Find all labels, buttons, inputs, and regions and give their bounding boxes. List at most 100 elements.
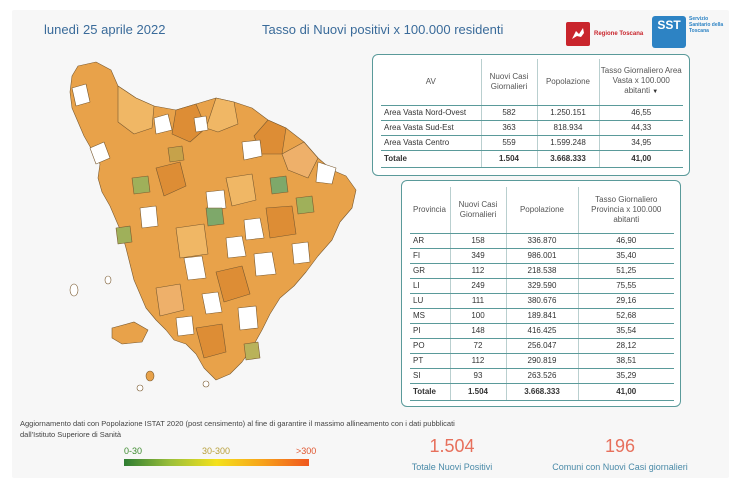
total-population: 3.668.333: [536, 150, 599, 168]
color-legend: 0-30 30-300 >300: [124, 446, 320, 466]
col-popolazione[interactable]: Popolazione: [505, 187, 578, 234]
table-row: MS 100 189.841 52,68: [410, 308, 674, 324]
col-popolazione[interactable]: Popolazione: [536, 59, 599, 106]
av-name: Area Vasta Sud-Est: [381, 120, 481, 136]
col-tasso[interactable]: Tasso Giornaliero Area Vasta x 100.000 a…: [598, 59, 683, 106]
legend-label-high: >300: [296, 446, 317, 456]
table-row: SI 93 263.526 35,29: [410, 368, 674, 384]
kpi-comuni-new-cases: 196 Comuni con Nuovi Casi giornalieri: [540, 436, 700, 472]
pegasus-icon: [566, 22, 590, 46]
province-population: 290.819: [505, 353, 578, 369]
av-cases: 363: [480, 120, 537, 136]
sst-logo: SST Servizio Sanitario della Toscana: [652, 16, 725, 48]
kpi-label: Totale Nuovi Positivi: [411, 462, 493, 472]
province-cases: 112: [449, 353, 506, 369]
av-cases: 582: [480, 105, 537, 121]
col-provincia[interactable]: Provincia: [410, 187, 450, 234]
province-population: 189.841: [505, 308, 578, 324]
table-row: PI 148 416.425 35,54: [410, 323, 674, 339]
total-population: 3.668.333: [505, 383, 578, 401]
report-date: lunedì 25 aprile 2022: [44, 22, 166, 37]
total-row: Totale 1.504 3.668.333 41,00: [410, 383, 674, 401]
legend-label-low: 0-30: [124, 446, 143, 456]
province-population: 380.676: [505, 293, 578, 309]
province-cases: 158: [449, 233, 506, 249]
area-vasta-table: AV Nuovi Casi Giornalieri Popolazione Ta…: [381, 59, 683, 168]
province-population: 256.047: [505, 338, 578, 354]
sst-logo-text: Servizio Sanitario della Toscana: [689, 16, 724, 34]
regione-toscana-label: Regione Toscana: [594, 31, 644, 37]
province-code: GR: [410, 263, 450, 279]
total-cases: 1.504: [480, 150, 537, 168]
legend-label-mid: 30-300: [202, 446, 231, 456]
province-population: 218.538: [505, 263, 578, 279]
province-code: FI: [410, 248, 450, 264]
province-rate: 38,51: [577, 353, 674, 369]
col-nuovi-casi[interactable]: Nuovi Casi Giornalieri: [480, 59, 537, 106]
province-rate: 46,90: [577, 233, 674, 249]
page-title: Tasso di Nuovi positivi x 100.000 reside…: [262, 22, 504, 37]
province-rate: 35,54: [577, 323, 674, 339]
province-cases: 148: [449, 323, 506, 339]
province-cases: 100: [449, 308, 506, 324]
total-label: Totale: [381, 150, 481, 168]
table-row: Area Vasta Sud-Est 363 818.934 44,33: [381, 120, 683, 136]
province-rate: 29,16: [577, 293, 674, 309]
legend-gradient-bar: [124, 459, 309, 466]
table-row: PO 72 256.047 28,12: [410, 338, 674, 354]
province-cases: 249: [449, 278, 506, 294]
col-tasso-label: Tasso Giornaliero Area Vasta x 100.000 a…: [600, 66, 682, 96]
province-rate: 51,25: [577, 263, 674, 279]
province-population: 329.590: [505, 278, 578, 294]
col-tasso[interactable]: Tasso Giornaliero Provincia x 100.000 ab…: [577, 187, 674, 234]
av-rate: 34,95: [598, 135, 683, 151]
province-rate: 35,29: [577, 368, 674, 384]
provincia-card: Provincia Nuovi Casi Giornalieri Popolaz…: [401, 180, 681, 407]
province-cases: 112: [449, 263, 506, 279]
update-note: Aggiornamento dati con Popolazione ISTAT…: [20, 419, 455, 439]
province-rate: 75,55: [577, 278, 674, 294]
kpi-value: 196: [604, 436, 636, 456]
province-population: 986.001: [505, 248, 578, 264]
province-cases: 93: [449, 368, 506, 384]
province-population: 336.870: [505, 233, 578, 249]
kpi-value: 1.504: [429, 436, 475, 456]
av-population: 818.934: [536, 120, 599, 136]
sort-desc-icon: ▼: [652, 89, 659, 96]
province-code: AR: [410, 233, 450, 249]
province-code: SI: [410, 368, 450, 384]
col-nuovi-casi[interactable]: Nuovi Casi Giornalieri: [449, 187, 506, 234]
av-name: Area Vasta Centro: [381, 135, 481, 151]
table-row: Area Vasta Nord-Ovest 582 1.250.151 46,5…: [381, 105, 683, 121]
table-row: LU 111 380.676 29,16: [410, 293, 674, 309]
table-row: AR 158 336.870 46,90: [410, 233, 674, 249]
table-row: PT 112 290.819 38,51: [410, 353, 674, 369]
av-name: Area Vasta Nord-Ovest: [381, 105, 481, 121]
table-row: LI 249 329.590 75,55: [410, 278, 674, 294]
kpi-total-new-positives: 1.504 Totale Nuovi Positivi: [396, 436, 508, 472]
province-cases: 72: [449, 338, 506, 354]
area-vasta-card: AV Nuovi Casi Giornalieri Popolazione Ta…: [372, 54, 690, 176]
total-rate: 41,00: [577, 383, 674, 401]
col-av[interactable]: AV: [381, 59, 481, 106]
total-cases: 1.504: [449, 383, 506, 401]
province-code: PO: [410, 338, 450, 354]
province-population: 263.526: [505, 368, 578, 384]
province-cases: 111: [449, 293, 506, 309]
table-row: FI 349 986.001 35,40: [410, 248, 674, 264]
av-rate: 46,55: [598, 105, 683, 121]
kpi-label: Comuni con Nuovi Casi giornalieri: [552, 462, 688, 472]
av-cases: 559: [480, 135, 537, 151]
province-code: LU: [410, 293, 450, 309]
province-rate: 35,40: [577, 248, 674, 264]
province-population: 416.425: [505, 323, 578, 339]
table-row: GR 112 218.538 51,25: [410, 263, 674, 279]
total-rate: 41,00: [598, 150, 683, 168]
av-population: 1.599.248: [536, 135, 599, 151]
province-rate: 52,68: [577, 308, 674, 324]
tuscany-choropleth-map: [69, 61, 357, 392]
regione-toscana-logo: Regione Toscana: [566, 22, 643, 46]
province-code: PT: [410, 353, 450, 369]
province-code: MS: [410, 308, 450, 324]
province-rate: 28,12: [577, 338, 674, 354]
